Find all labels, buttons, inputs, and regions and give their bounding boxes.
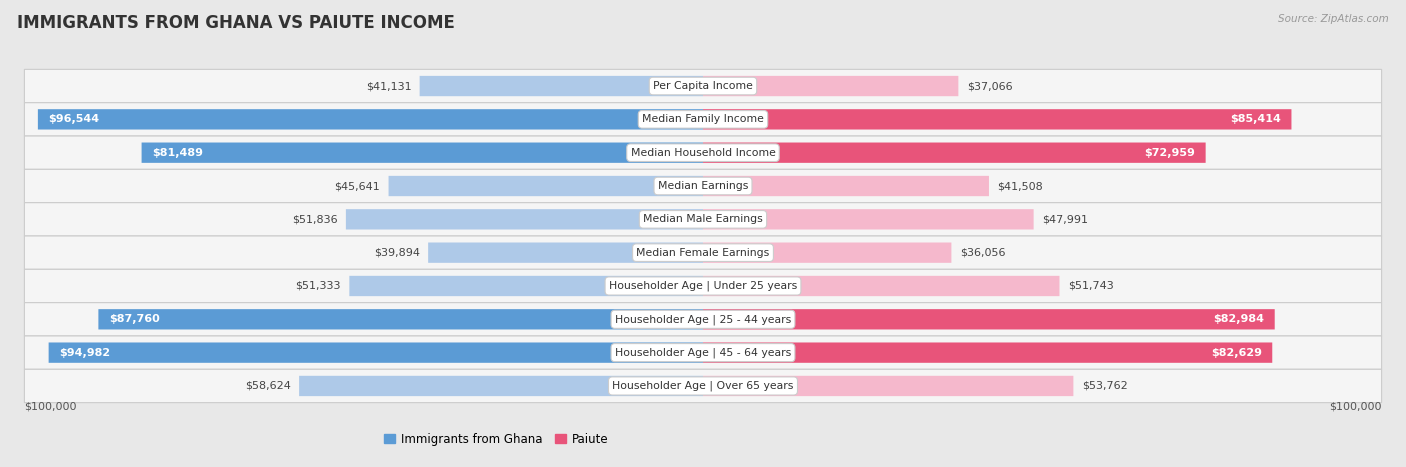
Text: Median Family Income: Median Family Income [643,114,763,124]
FancyBboxPatch shape [24,269,1382,303]
Legend: Immigrants from Ghana, Paiute: Immigrants from Ghana, Paiute [384,433,609,446]
FancyBboxPatch shape [142,142,703,163]
FancyBboxPatch shape [703,76,959,96]
Text: $81,489: $81,489 [152,148,202,158]
FancyBboxPatch shape [703,309,1275,330]
Text: Per Capita Income: Per Capita Income [652,81,754,91]
FancyBboxPatch shape [703,376,1073,396]
Text: $39,894: $39,894 [374,248,420,258]
FancyBboxPatch shape [703,109,1292,129]
Text: IMMIGRANTS FROM GHANA VS PAIUTE INCOME: IMMIGRANTS FROM GHANA VS PAIUTE INCOME [17,14,454,32]
FancyBboxPatch shape [703,209,1033,229]
FancyBboxPatch shape [429,242,703,263]
Text: $94,982: $94,982 [59,347,110,358]
Text: $37,066: $37,066 [967,81,1012,91]
FancyBboxPatch shape [24,170,1382,203]
Text: Householder Age | Over 65 years: Householder Age | Over 65 years [612,381,794,391]
Text: $51,743: $51,743 [1067,281,1114,291]
Text: $100,000: $100,000 [1329,402,1382,411]
FancyBboxPatch shape [24,70,1382,103]
FancyBboxPatch shape [299,376,703,396]
FancyBboxPatch shape [24,303,1382,336]
Text: $47,991: $47,991 [1042,214,1088,224]
Text: $36,056: $36,056 [960,248,1005,258]
FancyBboxPatch shape [703,242,952,263]
Text: $96,544: $96,544 [48,114,100,124]
Text: $53,762: $53,762 [1081,381,1128,391]
Text: Median Earnings: Median Earnings [658,181,748,191]
Text: Householder Age | 25 - 44 years: Householder Age | 25 - 44 years [614,314,792,325]
Text: Median Household Income: Median Household Income [630,148,776,158]
Text: $41,131: $41,131 [366,81,412,91]
FancyBboxPatch shape [98,309,703,330]
Text: $51,333: $51,333 [295,281,342,291]
Text: Householder Age | Under 25 years: Householder Age | Under 25 years [609,281,797,291]
FancyBboxPatch shape [703,276,1060,296]
Text: $72,959: $72,959 [1144,148,1195,158]
FancyBboxPatch shape [24,236,1382,269]
Text: $45,641: $45,641 [335,181,380,191]
Text: $82,984: $82,984 [1213,314,1264,324]
Text: $41,508: $41,508 [997,181,1043,191]
FancyBboxPatch shape [24,103,1382,136]
Text: $82,629: $82,629 [1211,347,1263,358]
FancyBboxPatch shape [388,176,703,196]
FancyBboxPatch shape [703,342,1272,363]
FancyBboxPatch shape [24,203,1382,236]
FancyBboxPatch shape [703,176,988,196]
FancyBboxPatch shape [349,276,703,296]
Text: $100,000: $100,000 [24,402,77,411]
FancyBboxPatch shape [24,369,1382,403]
Text: Source: ZipAtlas.com: Source: ZipAtlas.com [1278,14,1389,24]
Text: Median Female Earnings: Median Female Earnings [637,248,769,258]
FancyBboxPatch shape [38,109,703,129]
FancyBboxPatch shape [419,76,703,96]
Text: $87,760: $87,760 [108,314,159,324]
Text: $58,624: $58,624 [245,381,291,391]
FancyBboxPatch shape [24,136,1382,170]
FancyBboxPatch shape [346,209,703,229]
FancyBboxPatch shape [49,342,703,363]
FancyBboxPatch shape [703,142,1205,163]
Text: Median Male Earnings: Median Male Earnings [643,214,763,224]
Text: $85,414: $85,414 [1230,114,1281,124]
FancyBboxPatch shape [24,336,1382,369]
Text: $51,836: $51,836 [292,214,337,224]
Text: Householder Age | 45 - 64 years: Householder Age | 45 - 64 years [614,347,792,358]
